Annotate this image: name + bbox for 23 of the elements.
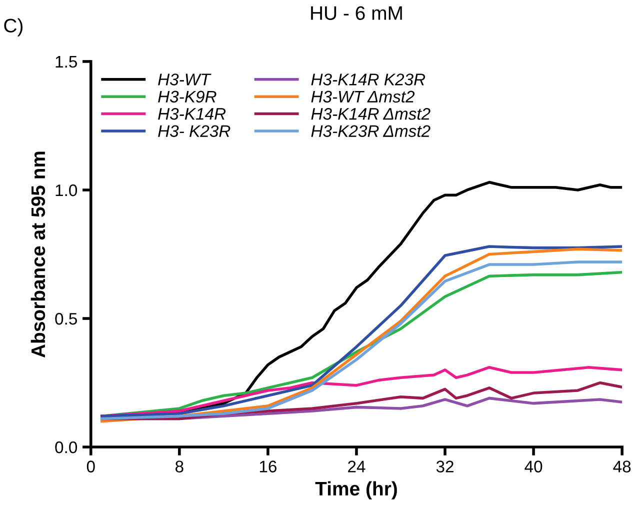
- legend-label: H3-K14R K23R: [311, 74, 426, 86]
- x-tick-label: 24: [348, 460, 366, 472]
- x-tick-label: 8: [176, 460, 184, 472]
- y-tick-label: 1.0: [56, 184, 78, 196]
- x-tick-label: 40: [524, 460, 542, 472]
- legend-label: H3- K23R: [158, 125, 230, 137]
- x-tick-label: 48: [613, 460, 631, 472]
- chart-title: HU - 6 mM: [311, 6, 402, 20]
- legend-label: H3-K9R: [158, 90, 216, 103]
- x-axis-title: Time (hr): [315, 481, 397, 500]
- x-tick-label: 16: [260, 460, 276, 472]
- legend-label: H3-K23R Δmst2: [311, 125, 430, 137]
- x-tick-label: 32: [436, 460, 454, 472]
- y-axis-title: Absorbance at 595 nm: [30, 152, 46, 358]
- legend-label: H3-K14R Δmst2: [311, 108, 430, 120]
- legend-label: H3-WT: [158, 74, 212, 86]
- legend-label: H3-WT Δmst2: [311, 90, 415, 103]
- text: C): [4, 18, 23, 36]
- y-tick-label: 0.5: [55, 312, 77, 325]
- y-tick-label: 0.0: [55, 441, 78, 454]
- legend-label: H3-K14R: [158, 108, 226, 120]
- y-tick-label: 1.5: [56, 56, 77, 68]
- x-tick-label: 0: [86, 460, 95, 472]
